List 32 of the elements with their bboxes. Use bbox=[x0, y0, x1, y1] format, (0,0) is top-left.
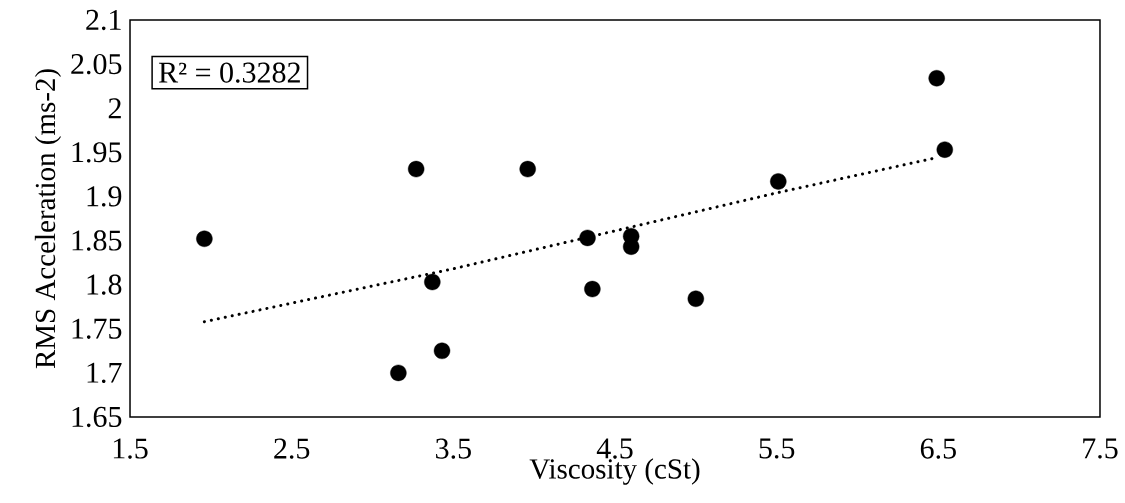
point bbox=[407, 160, 425, 178]
y-tick-label: 2 bbox=[108, 98, 121, 119]
y-tick-label: 1.7 bbox=[87, 362, 122, 383]
y-tick-label: 1.8 bbox=[87, 274, 122, 295]
point bbox=[433, 342, 451, 360]
point bbox=[390, 364, 407, 382]
x-tick-label: 2.5 bbox=[274, 438, 310, 459]
point bbox=[687, 290, 705, 307]
point bbox=[936, 141, 953, 158]
x-tick-label: 4.5 bbox=[596, 438, 633, 459]
y-tick-label: 2.1 bbox=[86, 9, 121, 31]
x-tick-label: 3.5 bbox=[436, 438, 471, 459]
y-axis-title: RMS Acceleration (ms-2) bbox=[34, 69, 62, 369]
point bbox=[584, 280, 601, 298]
point bbox=[928, 70, 945, 87]
point bbox=[196, 230, 213, 247]
x-axis-title: Viscosity (cSt) bbox=[529, 458, 700, 485]
x-tick-label: 7.5 bbox=[1083, 438, 1118, 459]
y-tick-label: 1.65 bbox=[72, 406, 122, 428]
point bbox=[519, 160, 536, 178]
annotation: R² = 0.3282 bbox=[158, 62, 300, 83]
y-tick-label: 1.9 bbox=[87, 186, 122, 207]
y-tick-label: 2.05 bbox=[71, 53, 122, 75]
point bbox=[424, 273, 441, 291]
y-tick-label: 1.85 bbox=[72, 230, 122, 251]
x-tick-label: 6.5 bbox=[920, 438, 956, 459]
point bbox=[579, 229, 596, 247]
point bbox=[770, 173, 787, 190]
y-tick-label: 1.75 bbox=[72, 318, 122, 339]
x-tick-label: 5.5 bbox=[759, 438, 795, 459]
y-tick-label: 1.95 bbox=[72, 142, 122, 163]
x-tick-label: 1.5 bbox=[113, 438, 148, 459]
